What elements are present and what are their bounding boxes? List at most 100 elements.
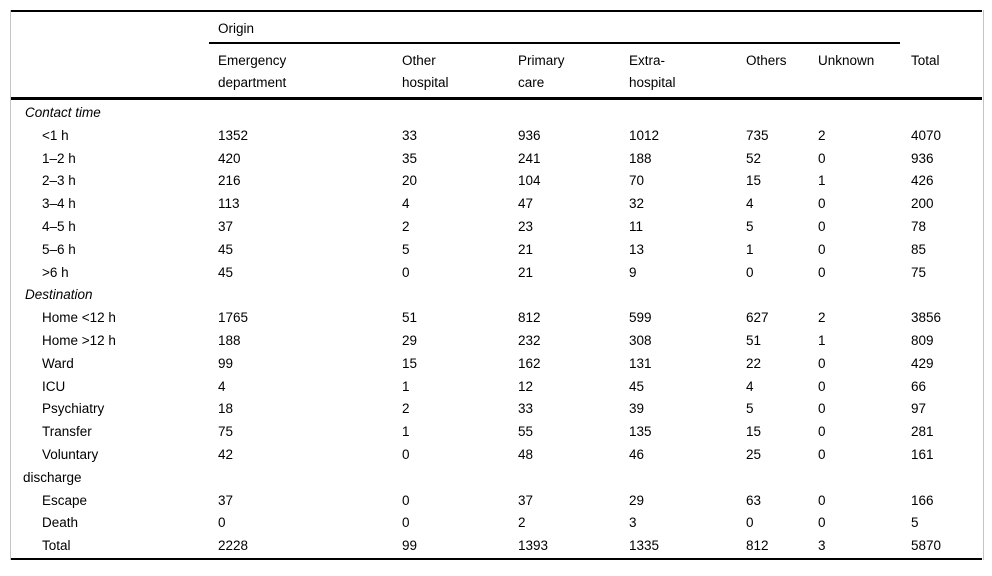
figure-border-left (10, 10, 11, 560)
value-cell: 0 (818, 378, 826, 394)
value-cell: 4 (402, 196, 410, 212)
value-cell: 1 (402, 424, 410, 440)
value-cell: 51 (402, 310, 418, 326)
section-header-label: Destination (25, 287, 93, 303)
value-cell: 15 (746, 424, 762, 440)
value-cell: 232 (518, 332, 541, 348)
value-cell: 29 (402, 332, 418, 348)
value-cell: 52 (746, 150, 762, 166)
value-cell: 809 (911, 332, 934, 348)
value-cell: 0 (818, 218, 826, 234)
value-cell: 1352 (218, 127, 249, 143)
value-cell: 63 (746, 492, 762, 508)
row-label: >6 h (42, 264, 69, 280)
value-cell: 75 (911, 264, 927, 280)
value-cell: 2 (518, 515, 526, 531)
value-cell: 66 (911, 378, 927, 394)
value-cell: 0 (402, 264, 410, 280)
value-cell: 0 (218, 515, 226, 531)
value-cell: 4 (746, 196, 754, 212)
row-label: Psychiatry (42, 401, 105, 417)
value-cell: 1012 (629, 127, 660, 143)
value-cell: 33 (402, 127, 418, 143)
table-row: 2–3 h 216 20 104 70 15 1 426 (0, 170, 992, 193)
table-row: 5–6 h 45 5 21 13 1 0 85 (0, 239, 992, 262)
value-cell: 936 (911, 150, 934, 166)
value-cell: 599 (629, 310, 652, 326)
value-cell: 2 (402, 218, 410, 234)
table-row: Home <12 h 1765 51 812 599 627 2 3856 (0, 307, 992, 330)
value-cell: 627 (746, 310, 769, 326)
value-cell: 5 (402, 241, 410, 257)
table-row: Escape 37 0 37 29 63 0 166 (0, 490, 992, 513)
value-cell: 812 (518, 310, 541, 326)
value-cell: 4 (746, 378, 754, 394)
table-row: Psychiatry 18 2 33 39 5 0 97 (0, 398, 992, 421)
value-cell: 5 (911, 515, 919, 531)
value-cell: 0 (746, 515, 754, 531)
value-cell: 9 (629, 264, 637, 280)
table-row: 3–4 h 113 4 47 32 4 0 200 (0, 193, 992, 216)
value-cell: 0 (746, 264, 754, 280)
value-cell: 162 (518, 355, 541, 371)
value-cell: 0 (402, 515, 410, 531)
value-cell: 161 (911, 446, 934, 462)
value-cell: 22 (746, 355, 762, 371)
value-cell: 0 (818, 241, 826, 257)
value-cell: 12 (518, 378, 534, 394)
value-cell: 78 (911, 218, 927, 234)
value-cell: 25 (746, 446, 762, 462)
column-header: Unknown (818, 53, 875, 68)
value-cell: 2 (818, 127, 826, 143)
value-cell: 1765 (218, 310, 249, 326)
column-header: Primary care (518, 53, 565, 90)
value-cell: 45 (629, 378, 645, 394)
value-cell: 0 (402, 446, 410, 462)
column-header: Extra-hospital (629, 53, 676, 90)
row-label: 1–2 h (42, 150, 76, 166)
value-cell: 104 (518, 173, 541, 189)
value-cell: 46 (629, 446, 645, 462)
section-header-label: Contact time (25, 105, 101, 120)
table-row: Total 2228 99 1393 1335 812 3 5870 (0, 535, 992, 558)
value-cell: 5870 (911, 538, 942, 554)
value-cell: 735 (746, 127, 769, 143)
column-header-row: Emergency department Other hospital Primar… (0, 50, 992, 97)
value-cell: 0 (402, 492, 410, 508)
value-cell: 241 (518, 150, 541, 166)
table-row: >6 h 45 0 21 9 0 0 75 (0, 262, 992, 285)
value-cell: 51 (746, 332, 762, 348)
column-header: Others (746, 53, 787, 68)
value-cell: 420 (218, 150, 241, 166)
origin-spanner-rule (209, 42, 900, 44)
value-cell: 4070 (911, 127, 942, 143)
table-bottom-rule (11, 558, 982, 560)
value-cell: 37 (218, 218, 234, 234)
value-cell: 11 (629, 218, 644, 234)
value-cell: 42 (218, 446, 234, 462)
value-cell: 29 (629, 492, 645, 508)
row-label: Escape (42, 492, 88, 508)
value-cell: 35 (402, 150, 418, 166)
value-cell: 812 (746, 538, 769, 554)
value-cell: 20 (402, 173, 418, 189)
value-cell: 426 (911, 173, 934, 189)
value-cell: 188 (629, 150, 652, 166)
value-cell: 0 (818, 355, 826, 371)
value-cell: 21 (518, 264, 534, 280)
row-label: 4–5 h (42, 218, 76, 234)
value-cell: 2 (818, 310, 826, 326)
value-cell: 2 (402, 401, 410, 417)
value-cell: 3856 (911, 310, 942, 326)
value-cell: 0 (818, 150, 826, 166)
value-cell: 37 (218, 492, 234, 508)
table-row: ICU 4 1 12 45 4 0 66 (0, 376, 992, 399)
value-cell: 1 (746, 241, 754, 257)
value-cell: 32 (629, 196, 645, 212)
row-label: Home >12 h (42, 332, 116, 348)
row-label: Transfer (42, 424, 92, 440)
row-label: ICU (42, 378, 66, 394)
value-cell: 0 (818, 401, 826, 417)
table-row: 1–2 h 420 35 241 188 52 0 936 (0, 148, 992, 171)
value-cell: 0 (818, 264, 826, 280)
